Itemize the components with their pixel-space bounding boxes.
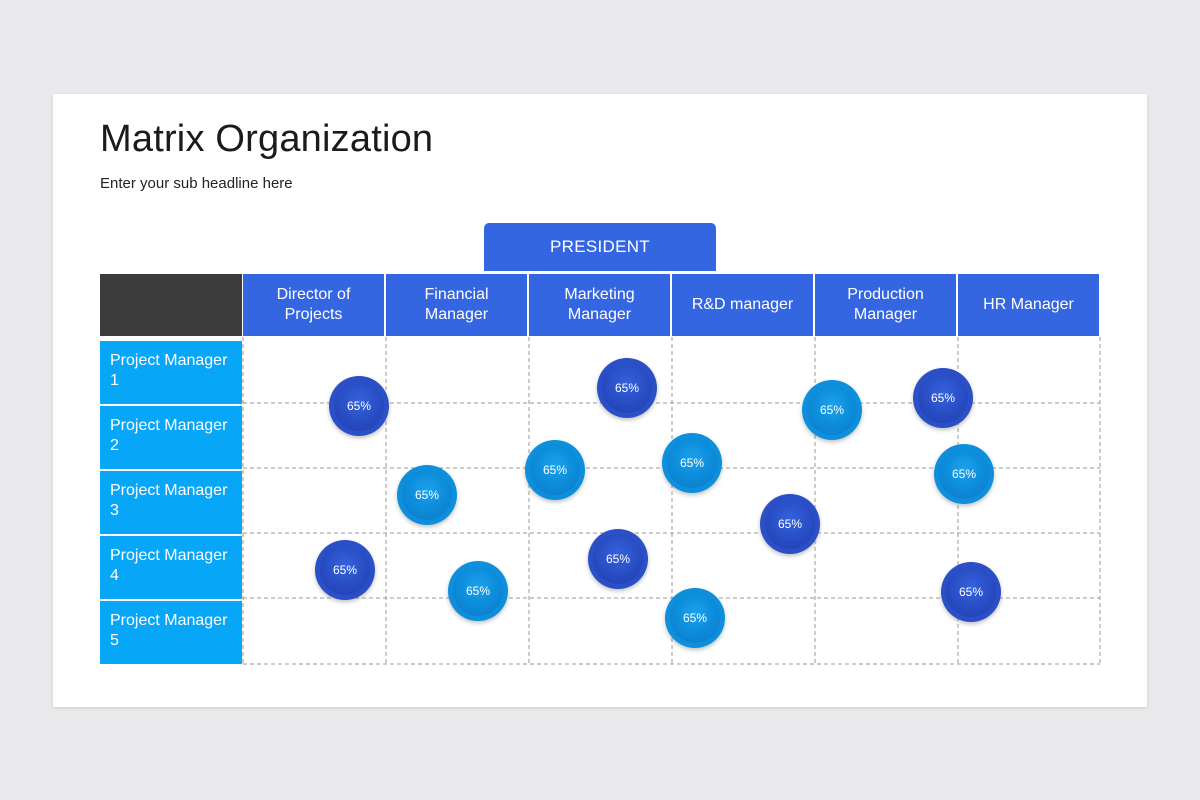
column-header-production-manager: Production Manager — [815, 274, 956, 336]
bubble-percentage-label: 65% — [959, 585, 983, 599]
bubble-inner — [593, 534, 643, 584]
matrix-corner-cell — [100, 274, 242, 336]
percentage-bubble: 65% — [315, 540, 375, 600]
percentage-bubble: 65% — [588, 529, 648, 589]
bubble-percentage-label: 65% — [543, 463, 567, 477]
bubble-inner — [453, 566, 503, 616]
president-box: PRESIDENT — [484, 223, 716, 271]
row-header-project-manager-4: Project Manager 4 — [100, 536, 242, 599]
percentage-bubble: 65% — [525, 440, 585, 500]
row-header-project-manager-3: Project Manager 3 — [100, 471, 242, 534]
bubble-inner — [946, 567, 996, 617]
column-header-financial-manager: Financial Manager — [386, 274, 527, 336]
bubble-percentage-label: 65% — [680, 456, 704, 470]
bubble-percentage-label: 65% — [333, 563, 357, 577]
column-header-label: Marketing Manager — [564, 286, 635, 323]
percentage-bubble: 65% — [913, 368, 973, 428]
bubble-inner — [667, 438, 717, 488]
column-header-marketing-manager: Marketing Manager — [529, 274, 670, 336]
bubble-inner — [918, 373, 968, 423]
slide-title: Matrix Organization — [100, 118, 434, 160]
bubble-layer: 65% 65% 65% 65% 65% 65% 65% 65% 65% 65% 65% 65% 65% 6… — [315, 358, 1001, 648]
bubble-inner — [334, 381, 384, 431]
column-header-label: Production Manager — [847, 286, 924, 323]
percentage-bubble: 65% — [448, 561, 508, 621]
bubble-percentage-label: 65% — [778, 517, 802, 531]
column-header-label: HR Manager — [983, 296, 1074, 313]
bubble-percentage-label: 65% — [683, 611, 707, 625]
percentage-bubble: 65% — [597, 358, 657, 418]
bubble-inner — [320, 545, 370, 595]
row-header-label: Project Manager 1 — [110, 352, 228, 389]
bubble-percentage-label: 65% — [347, 399, 371, 413]
row-header-project-manager-5: Project Manager 5 — [100, 601, 242, 664]
slide: Matrix Organization Enter your sub headl… — [53, 94, 1147, 707]
column-header-label: R&D manager — [691, 296, 794, 313]
slide-subtitle: Enter your sub headline here — [100, 175, 293, 192]
row-header-project-manager-2: Project Manager 2 — [100, 406, 242, 469]
bubble-percentage-label: 65% — [466, 584, 490, 598]
percentage-bubble: 65% — [934, 444, 994, 504]
row-header-label: Project Manager 3 — [110, 482, 228, 519]
percentage-bubble: 65% — [760, 494, 820, 554]
bubble-percentage-label: 65% — [606, 552, 630, 566]
percentage-bubble: 65% — [665, 588, 725, 648]
bubble-inner — [670, 593, 720, 643]
percentage-bubble: 65% — [397, 465, 457, 525]
row-header-label: Project Manager 2 — [110, 417, 228, 454]
bubble-inner — [765, 499, 815, 549]
percentage-bubble: 65% — [329, 376, 389, 436]
percentage-bubble: 65% — [662, 433, 722, 493]
bubble-inner — [807, 385, 857, 435]
bubble-percentage-label: 65% — [952, 467, 976, 481]
bubble-inner — [602, 363, 652, 413]
bubble-inner — [402, 470, 452, 520]
column-header-label: Director of Projects — [276, 286, 351, 323]
president-label: PRESIDENT — [550, 237, 650, 256]
row-header-label: Project Manager 5 — [110, 612, 228, 649]
column-header-rd-manager: R&D manager — [672, 274, 813, 336]
percentage-bubble: 65% — [802, 380, 862, 440]
row-header-project-manager-1: Project Manager 1 — [100, 341, 242, 404]
bubble-percentage-label: 65% — [820, 403, 844, 417]
bubble-percentage-label: 65% — [931, 391, 955, 405]
bubble-percentage-label: 65% — [415, 488, 439, 502]
column-header-director-of-projects: Director of Projects — [243, 274, 384, 336]
matrix-grid: 65% 65% 65% 65% 65% 65% 65% 65% 65% 65% 65% 65% 65% 6… — [242, 337, 1101, 665]
bubble-inner — [530, 445, 580, 495]
row-header-label: Project Manager 4 — [110, 547, 228, 584]
bubble-inner — [939, 449, 989, 499]
bubble-percentage-label: 65% — [615, 381, 639, 395]
column-header-label: Financial Manager — [424, 286, 489, 323]
column-header-hr-manager: HR Manager — [958, 274, 1099, 336]
percentage-bubble: 65% — [941, 562, 1001, 622]
